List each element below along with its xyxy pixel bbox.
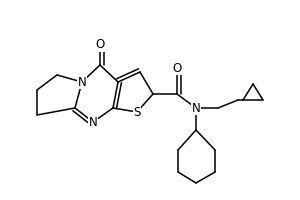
Text: O: O [95,38,105,51]
Text: S: S [133,106,141,118]
Text: N: N [192,102,200,114]
Text: O: O [172,62,182,74]
Text: N: N [78,75,86,88]
Text: N: N [88,116,98,129]
